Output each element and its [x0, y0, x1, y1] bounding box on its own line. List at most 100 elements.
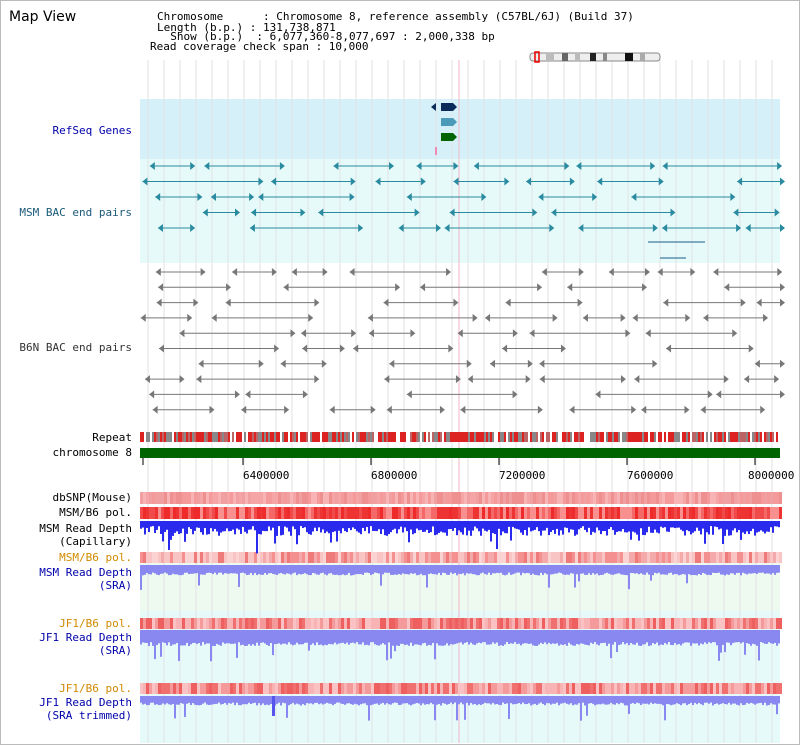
jf1-trim-depth-bar: [186, 696, 188, 704]
msm-b6-pol-2-cell: [734, 552, 737, 563]
dbsnp-cell: [494, 492, 497, 504]
msm-b6-pol-cell: [536, 507, 539, 519]
track-label-msm-bac: MSM BAC end pairs: [19, 206, 132, 219]
msm-b6-pol-cell: [335, 507, 338, 519]
msm-b6-pol-2-cell: [206, 552, 209, 563]
msm-capillary-depth-bar: [226, 521, 228, 529]
msm-b6-pol-2-cell: [419, 552, 422, 563]
msm-b6-pol-2-cell: [446, 552, 449, 563]
jf1-sra-depth-bar: [350, 630, 352, 644]
repeat-segment: [368, 432, 370, 442]
msm-capillary-depth-bar: [604, 521, 606, 531]
repeat-segment: [434, 432, 436, 442]
msm-b6-pol-cell: [410, 507, 413, 519]
jf1-b6-pol-cell: [548, 618, 551, 629]
msm-sra-depth-bar: [646, 565, 648, 573]
msm-sra-depth-bar: [362, 565, 364, 575]
jf1-trim-depth-bar: [326, 696, 328, 703]
dbsnp-cell: [185, 492, 188, 504]
jf1-b6-pol-cell: [521, 618, 524, 629]
msm-b6-pol-2-cell: [566, 552, 569, 563]
b6n-bac-pair-end: [329, 405, 335, 414]
repeat-segment: [168, 432, 170, 442]
repeat-segment: [416, 432, 418, 442]
jf1-b6-pol-cell: [140, 618, 143, 629]
msm-b6-pol-2-cell: [770, 552, 773, 563]
msm-sra-depth-bar: [520, 565, 522, 576]
jf1-b6-pol-2-cell: [308, 683, 311, 694]
jf1-b6-pol-cell: [263, 618, 266, 629]
msm-capillary-depth-bar: [410, 521, 412, 530]
jf1-trim-depth-bar: [518, 696, 520, 704]
jf1-trim-depth-bar: [532, 696, 534, 705]
ideogram-band: [625, 53, 633, 61]
msm-sra-depth-bar: [572, 565, 574, 574]
chromosome-bar: [140, 448, 780, 458]
msm-b6-pol-2-cell: [383, 552, 386, 563]
jf1-b6-pol-2-cell: [389, 683, 392, 694]
msm-sra-depth-bar: [336, 565, 338, 575]
b6n-bac-pair-end: [657, 268, 663, 276]
jf1-trim-depth-bar: [656, 696, 658, 704]
b6n-bac-pair-end: [457, 329, 463, 338]
msm-bac-pair-end: [197, 193, 203, 201]
jf1-trim-depth-bar: [494, 696, 496, 705]
msm-sra-depth-bar: [192, 565, 194, 574]
msm-capillary-depth-bar: [518, 521, 520, 530]
msm-b6-pol-2-cell: [395, 552, 398, 563]
msm-bac-pair-end: [271, 177, 277, 186]
jf1-trim-depth-bar: [300, 696, 302, 706]
jf1-b6-pol-2-cell: [395, 683, 398, 694]
msm-sra-depth-bar: [626, 565, 628, 576]
msm-capillary-depth-bar: [534, 521, 536, 530]
jf1-b6-pol-2-cell: [494, 683, 497, 694]
repeat-segment: [496, 432, 498, 442]
jf1-trim-depth-bar: [228, 696, 230, 704]
msm-sra-depth-bar: [608, 565, 610, 574]
repeat-segment: [380, 432, 382, 442]
b6n-bac-pair-end: [198, 359, 204, 368]
jf1-b6-pol-cell: [668, 618, 671, 629]
msm-bac-pair-end: [249, 193, 255, 201]
jf1-b6-pol-cell: [608, 618, 611, 629]
dbsnp-cell: [329, 492, 332, 504]
jf1-b6-pol-cell: [614, 618, 617, 629]
jf1-sra-depth-bar: [490, 630, 492, 645]
repeat-segment: [424, 432, 426, 442]
jf1-b6-pol-2-cell: [581, 683, 584, 694]
jf1-trim-depth-bar: [768, 696, 770, 705]
msm-b6-pol-2-cell: [245, 552, 248, 563]
msm-capillary-depth-bar: [748, 521, 750, 535]
msm-b6-pol-cell: [311, 507, 314, 519]
jf1-b6-pol-cell: [599, 618, 602, 629]
repeat-segment: [456, 432, 458, 442]
jf1-sra-depth-bar: [734, 630, 736, 643]
jf1-trim-depth-bar: [624, 696, 626, 706]
jf1-b6-pol-cell: [377, 618, 380, 629]
page-title: Map View: [9, 9, 77, 25]
jf1-b6-pol-2-cell: [206, 683, 209, 694]
jf1-sra-depth-bar: [408, 630, 410, 646]
jf1-b6-pol-2-cell: [224, 683, 227, 694]
jf1-b6-pol-2-cell: [584, 683, 587, 694]
jf1-trim-depth-bar: [504, 696, 506, 705]
msm-b6-pol-2-cell: [731, 552, 734, 563]
jf1-trim-depth-bar: [476, 696, 478, 706]
msm-b6-pol-2-cell: [299, 552, 302, 563]
jf1-b6-pol-cell: [680, 618, 683, 629]
jf1-trim-depth-bar: [634, 696, 636, 704]
msm-capillary-depth-bar: [148, 521, 150, 533]
repeat-segment: [646, 432, 648, 442]
msm-sra-depth-bar: [296, 565, 298, 576]
msm-capillary-depth-bar: [646, 521, 648, 533]
jf1-b6-pol-2-cell: [251, 683, 254, 694]
msm-b6-pol-2-cell: [479, 552, 482, 563]
repeat-segment: [536, 432, 538, 442]
msm-sra-depth-bar: [394, 565, 396, 575]
msm-capillary-depth-bar: [480, 521, 482, 536]
msm-capillary-depth-bar: [732, 521, 734, 531]
msm-capillary-depth-bar: [416, 521, 418, 529]
msm-sra-depth-bar: [398, 565, 400, 575]
jf1-sra-depth-bar: [320, 630, 322, 645]
